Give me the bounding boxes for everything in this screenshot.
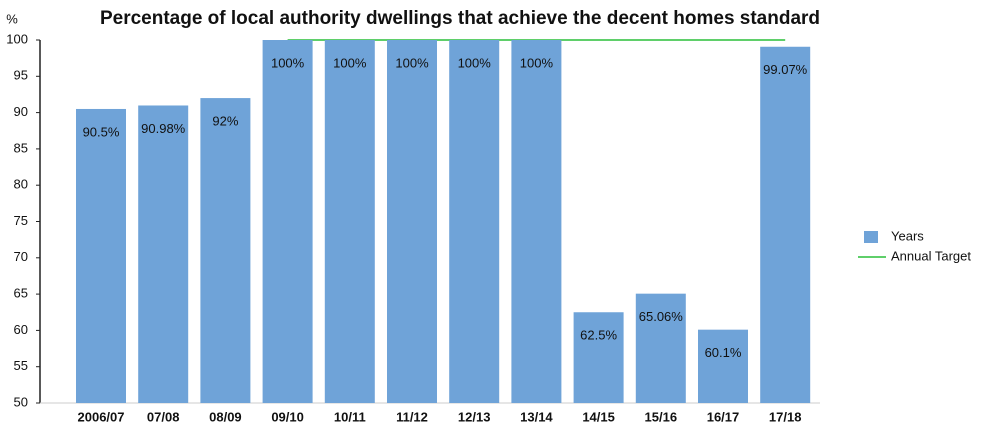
- bar: [262, 40, 313, 403]
- x-tick-label: 17/18: [769, 409, 802, 424]
- x-tick-label: 08/09: [209, 409, 242, 424]
- legend-label: Years: [891, 228, 924, 243]
- x-tick-label: 15/16: [645, 409, 678, 424]
- y-tick-label: 85: [14, 140, 28, 155]
- bar: [573, 312, 624, 403]
- y-tick-label: 70: [14, 249, 28, 264]
- value-label: 99.07%: [763, 62, 808, 77]
- value-label: 60.1%: [705, 345, 742, 360]
- y-tick-label: 60: [14, 322, 28, 337]
- x-tick-label: 07/08: [147, 409, 180, 424]
- y-tick-label: 55: [14, 358, 28, 373]
- y-tick-label: 90: [14, 104, 28, 119]
- bar: [76, 108, 126, 403]
- bar: [635, 293, 686, 403]
- y-tick-label: 75: [14, 213, 28, 228]
- bar: [200, 98, 251, 403]
- x-tick-label: 14/15: [582, 409, 615, 424]
- bar: [511, 40, 562, 403]
- chart-title: Percentage of local authority dwellings …: [100, 8, 820, 29]
- value-label: 100%: [271, 55, 305, 70]
- legend-swatch: [864, 231, 878, 243]
- bar: [449, 40, 500, 403]
- y-tick-label: 95: [14, 68, 28, 83]
- legend-label: Annual Target: [891, 248, 971, 263]
- x-tick-label: 11/12: [396, 409, 428, 424]
- value-label: 100%: [395, 55, 429, 70]
- bar: [760, 46, 811, 403]
- y-axis-label: %: [6, 11, 18, 26]
- bar: [698, 329, 748, 403]
- x-tick-label: 09/10: [271, 409, 304, 424]
- value-label: 62.5%: [580, 328, 617, 343]
- value-label: 100%: [520, 55, 554, 70]
- x-tick-label: 12/13: [458, 409, 491, 424]
- y-tick-label: 80: [14, 177, 28, 192]
- y-tick-label: 50: [14, 394, 28, 409]
- value-label: 100%: [458, 55, 492, 70]
- value-label: 100%: [333, 55, 367, 70]
- value-label: 90.5%: [83, 124, 120, 139]
- y-tick-label: 65: [14, 286, 28, 301]
- value-label: 65.06%: [639, 309, 684, 324]
- bar: [324, 40, 375, 403]
- x-tick-label: 2006/07: [78, 409, 125, 424]
- y-tick-label: 100: [6, 31, 28, 46]
- value-label: 92%: [212, 114, 238, 129]
- bar: [138, 105, 189, 403]
- x-tick-label: 10/11: [334, 409, 366, 424]
- bar: [387, 40, 437, 403]
- value-label: 90.98%: [141, 121, 186, 136]
- x-tick-label: 13/14: [520, 409, 553, 424]
- x-tick-label: 16/17: [707, 409, 740, 424]
